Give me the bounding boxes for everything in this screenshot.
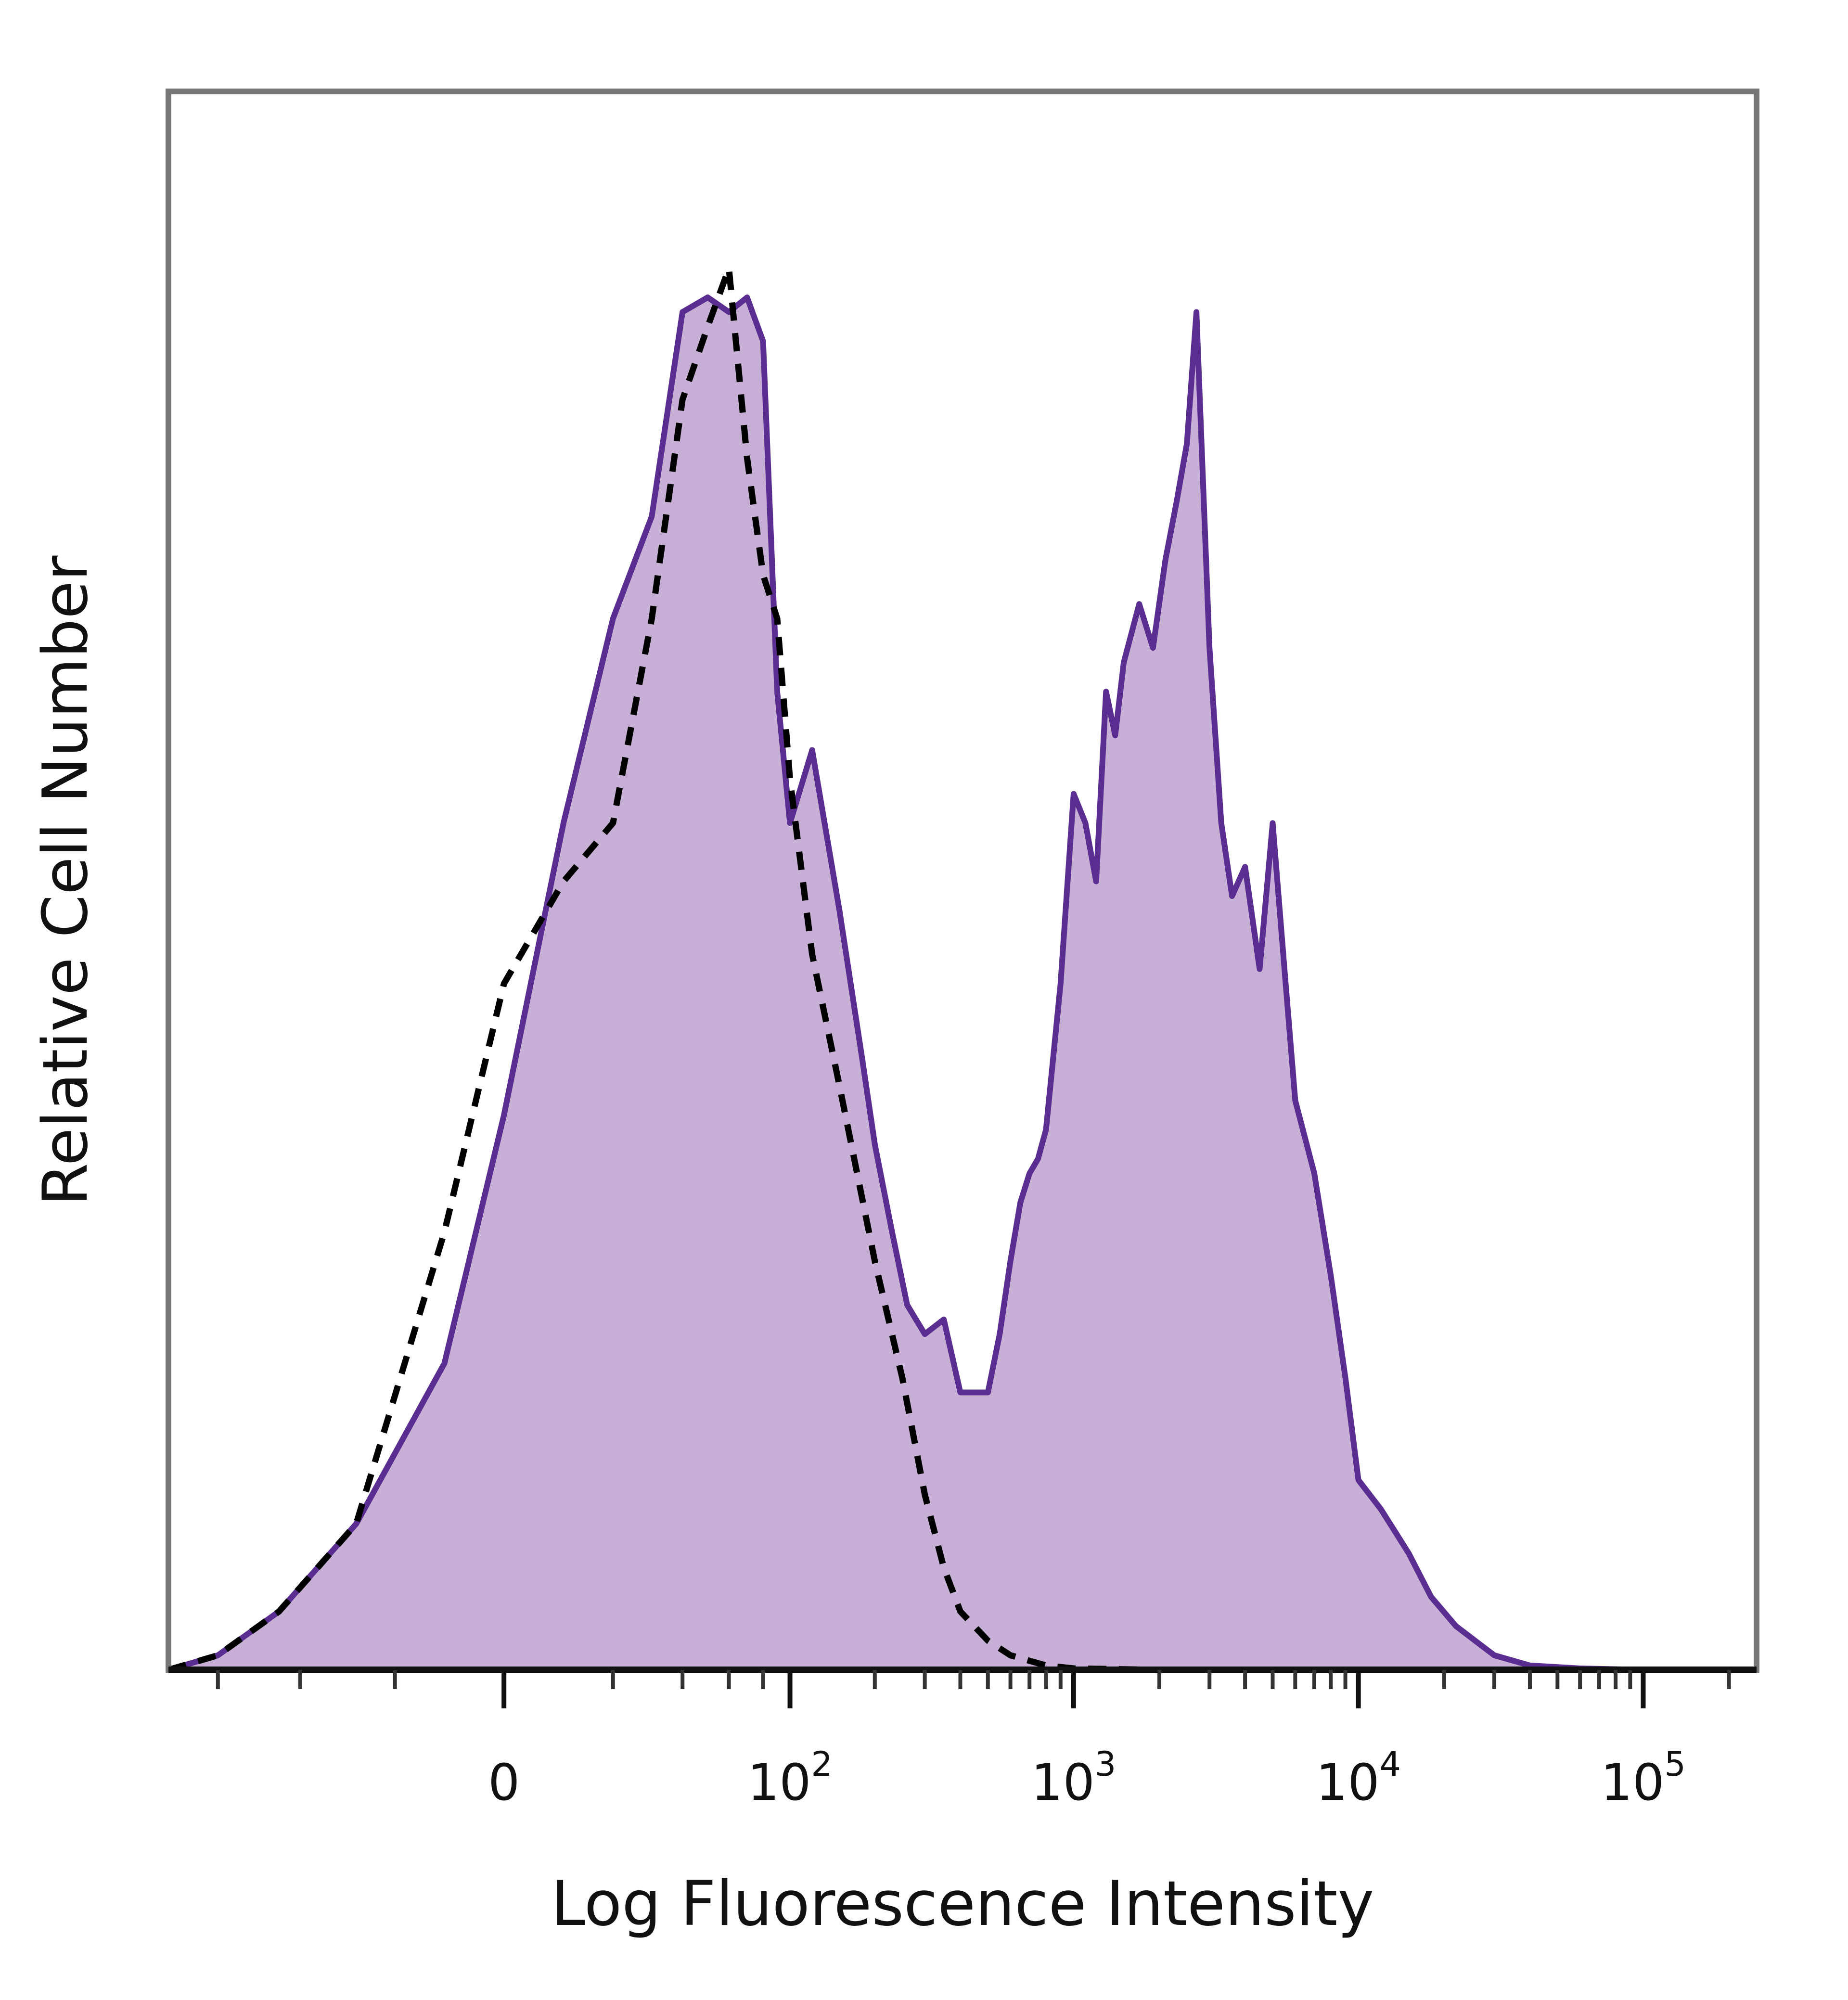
x-axis-title: Log Fluorescence Intensity [551, 1868, 1374, 1940]
x-tick-label: 105 [1601, 1744, 1686, 1812]
x-tick-label: 104 [1316, 1744, 1401, 1812]
x-tick-label: 103 [1031, 1744, 1116, 1812]
x-tick-label: 102 [747, 1744, 833, 1812]
x-ticks [216, 1670, 1731, 1708]
y-axis-title: Relative Cell Number [30, 555, 102, 1205]
x-tick-label: 0 [488, 1753, 520, 1812]
x-tick-labels: 0 102 103 104 105 [488, 1744, 1686, 1812]
stained-histogram-fill [168, 297, 1757, 1670]
plot-area [167, 265, 1757, 1673]
